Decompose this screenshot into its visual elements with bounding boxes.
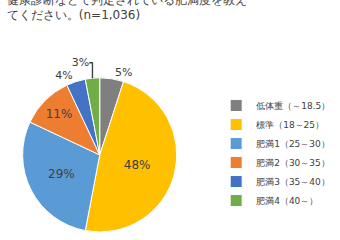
svg-text:29%: 29% (48, 167, 75, 181)
svg-text:48%: 48% (124, 158, 151, 172)
svg-text:標準（18～25）: 標準（18～25） (256, 120, 324, 130)
svg-text:5%: 5% (115, 66, 132, 79)
svg-text:4%: 4% (55, 69, 72, 82)
svg-text:肥満2（30～35）: 肥満2（30～35） (256, 158, 330, 168)
svg-text:3%: 3% (72, 56, 89, 69)
svg-text:健康診断などで判定されている肥満度を教えてください。(n=1: 健康診断などで判定されている肥満度を教えてください。(n=1,036) (7, 0, 247, 22)
svg-text:肥満4（40～）: 肥満4（40～） (256, 196, 318, 206)
svg-text:低体重（～18.5）: 低体重（～18.5） (256, 101, 330, 111)
svg-text:肥満3（35～40）: 肥満3（35～40） (256, 177, 330, 187)
svg-text:肥満1（25～30）: 肥満1（25～30） (256, 139, 330, 149)
svg-text:11%: 11% (46, 107, 73, 121)
